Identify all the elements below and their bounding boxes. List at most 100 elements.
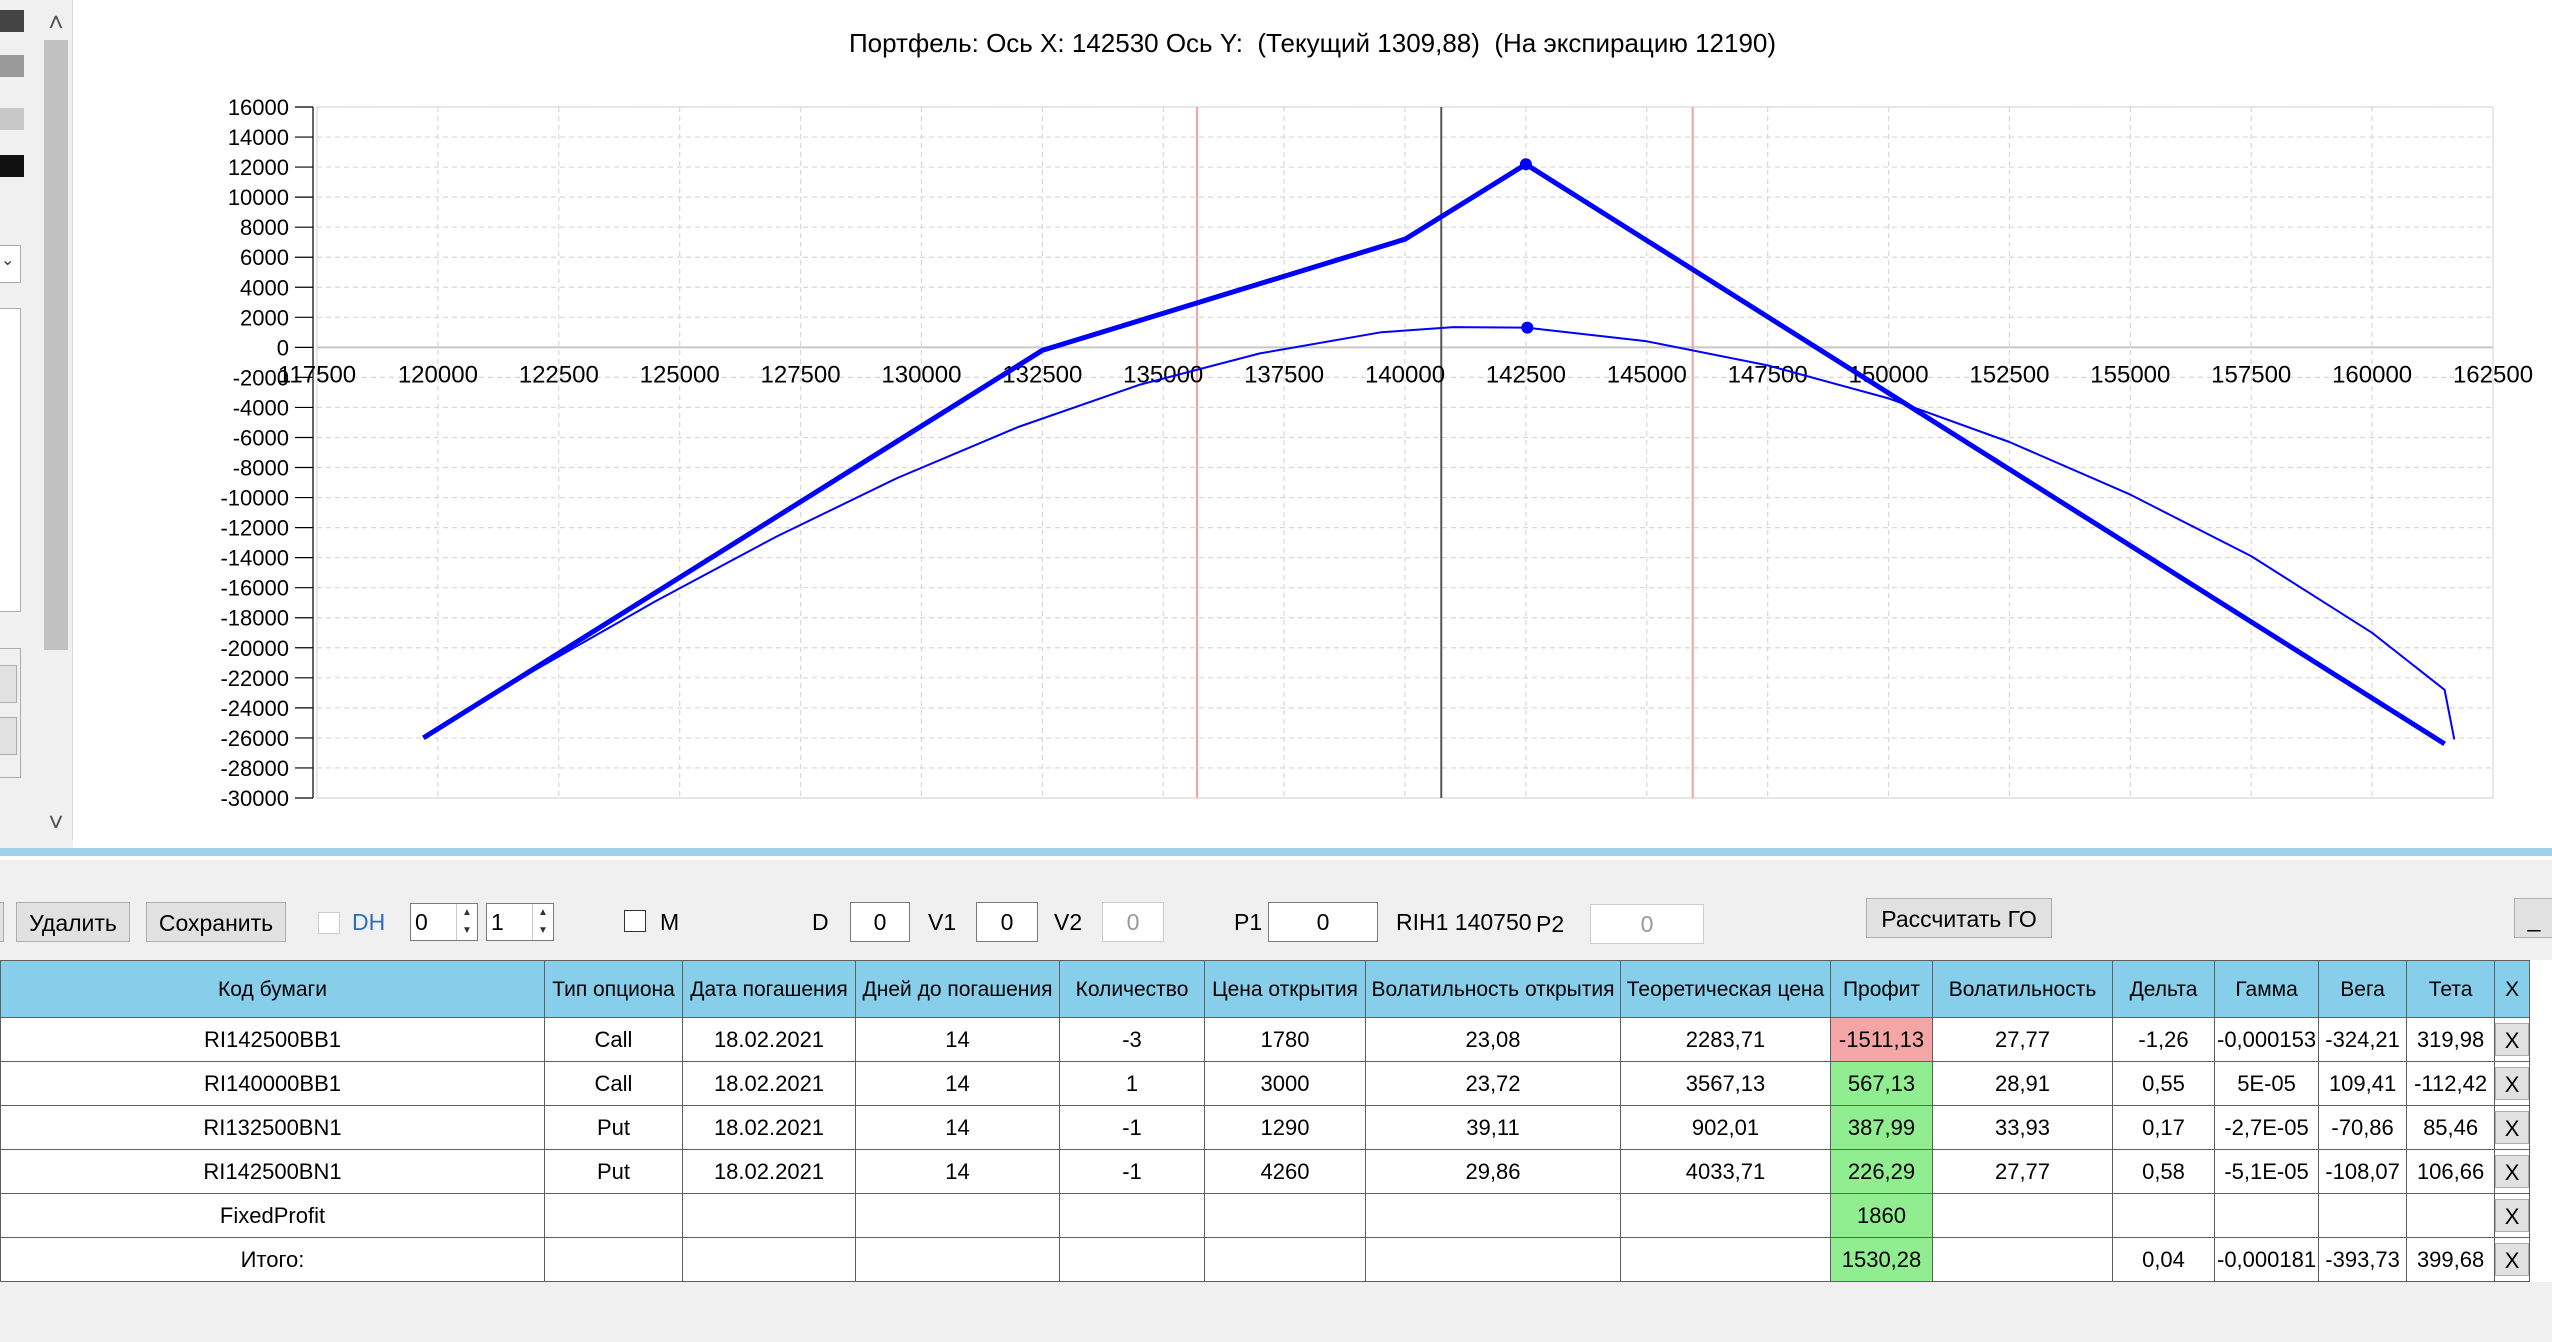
col-theoretical-price-cell[interactable] bbox=[1620, 1193, 1831, 1238]
col-theoretical-price-cell[interactable]: 4033,71 bbox=[1620, 1149, 1831, 1194]
color-swatch[interactable] bbox=[0, 55, 24, 77]
col-days-to-expiry-cell[interactable]: 14 bbox=[855, 1105, 1060, 1150]
col-days-to-expiry-cell[interactable] bbox=[855, 1193, 1060, 1238]
col-theta-header[interactable]: Тета bbox=[2406, 960, 2496, 1018]
col-theoretical-price-cell[interactable] bbox=[1620, 1237, 1831, 1282]
col-delta-cell[interactable]: -1,26 bbox=[2112, 1017, 2215, 1062]
col-vega-header[interactable]: Вега bbox=[2318, 960, 2408, 1018]
p1-input[interactable]: 0 bbox=[1268, 902, 1378, 942]
col-remove-header[interactable]: X bbox=[2494, 960, 2531, 1018]
col-expiry-date-cell[interactable]: 18.02.2021 bbox=[682, 1017, 856, 1062]
spin-up-icon[interactable]: ▲ bbox=[462, 907, 472, 918]
col-theta-cell[interactable]: 106,66 bbox=[2406, 1149, 2496, 1194]
col-theta-cell[interactable]: 85,46 bbox=[2406, 1105, 2496, 1150]
col-expiry-date-cell[interactable]: 18.02.2021 bbox=[682, 1105, 856, 1150]
col-theoretical-price-header[interactable]: Теоретическая цена bbox=[1620, 960, 1831, 1018]
table-row[interactable]: RI142500BB1 Call 18.02.2021 14 -3 1780 23,08 22… bbox=[0, 1017, 2531, 1062]
col-vega-cell[interactable]: -324,21 bbox=[2318, 1017, 2408, 1062]
calc-go-button[interactable]: Рассчитать ГО bbox=[1866, 898, 2052, 938]
scrollbar-thumb[interactable] bbox=[44, 40, 68, 650]
col-theta-cell[interactable]: 319,98 bbox=[2406, 1017, 2496, 1062]
col-gamma-cell[interactable]: 5E-05 bbox=[2213, 1061, 2320, 1106]
payoff-chart[interactable]: 16000 14000 12000 10000 8000 6000 4000 2000 0 -20… bbox=[73, 0, 2552, 848]
col-open-price-cell[interactable]: 3000 bbox=[1204, 1061, 1366, 1106]
spin-up-icon[interactable]: ▲ bbox=[538, 907, 548, 918]
remove-row-button[interactable]: X bbox=[2495, 1067, 2529, 1100]
left-button[interactable] bbox=[0, 717, 17, 755]
col-delta-cell[interactable]: 0,17 bbox=[2112, 1105, 2215, 1150]
col-open-volatility-cell[interactable] bbox=[1365, 1193, 1621, 1238]
col-gamma-cell[interactable]: -5,1E-05 bbox=[2213, 1149, 2320, 1194]
col-quantity-cell[interactable] bbox=[1059, 1193, 1205, 1238]
color-swatch[interactable] bbox=[0, 108, 24, 130]
col-volatility-header[interactable]: Волатильность bbox=[1932, 960, 2113, 1018]
col-theta-cell[interactable]: 399,68 bbox=[2406, 1237, 2496, 1282]
col-volatility-cell[interactable]: 27,77 bbox=[1932, 1017, 2113, 1062]
col-theta-cell[interactable] bbox=[2406, 1193, 2496, 1238]
col-open-price-cell[interactable]: 1780 bbox=[1204, 1017, 1366, 1062]
col-option-type-cell[interactable] bbox=[544, 1237, 683, 1282]
p2-input[interactable]: 0 bbox=[1590, 904, 1704, 944]
col-days-to-expiry-header[interactable]: Дней до погашения bbox=[855, 960, 1060, 1018]
col-theoretical-price-cell[interactable]: 3567,13 bbox=[1620, 1061, 1831, 1106]
col-open-volatility-cell[interactable]: 23,08 bbox=[1365, 1017, 1621, 1062]
col-volatility-cell[interactable] bbox=[1932, 1237, 2113, 1282]
spin-down-icon[interactable]: ▼ bbox=[538, 925, 548, 936]
col-days-to-expiry-cell[interactable]: 14 bbox=[855, 1017, 1060, 1062]
col-gamma-header[interactable]: Гамма bbox=[2213, 960, 2320, 1018]
chevron-down-icon[interactable]: ˅ bbox=[48, 807, 64, 837]
col-code-cell[interactable]: RI142500BB1 bbox=[0, 1017, 545, 1062]
col-code-cell[interactable]: RI132500BN1 bbox=[0, 1105, 545, 1150]
col-theoretical-price-cell[interactable]: 2283,71 bbox=[1620, 1017, 1831, 1062]
col-expiry-date-cell[interactable] bbox=[682, 1237, 856, 1282]
col-open-volatility-cell[interactable]: 39,11 bbox=[1365, 1105, 1621, 1150]
table-row[interactable]: RI132500BN1 Put 18.02.2021 14 -1 1290 39,11 902… bbox=[0, 1105, 2531, 1150]
col-gamma-cell[interactable]: -0,000153 bbox=[2213, 1017, 2320, 1062]
col-volatility-cell[interactable]: 27,77 bbox=[1932, 1149, 2113, 1194]
col-quantity-cell[interactable]: 1 bbox=[1059, 1061, 1205, 1106]
col-quantity-cell[interactable] bbox=[1059, 1237, 1205, 1282]
col-option-type-header[interactable]: Тип опциона bbox=[544, 960, 683, 1018]
color-swatch[interactable] bbox=[0, 155, 24, 177]
remove-row-button[interactable]: X bbox=[2495, 1023, 2529, 1056]
chevron-up-icon[interactable]: ˄ bbox=[48, 7, 64, 37]
table-row[interactable]: Итого: 1530,28 0,04 -0,000181 -393,73 399,68 X bbox=[0, 1237, 2531, 1282]
col-theoretical-price-cell[interactable]: 902,01 bbox=[1620, 1105, 1831, 1150]
col-vega-cell[interactable]: -70,86 bbox=[2318, 1105, 2408, 1150]
col-profit-cell[interactable]: 226,29 bbox=[1830, 1149, 1933, 1194]
left-dropdown[interactable]: ⌄ bbox=[0, 245, 21, 283]
splitter[interactable] bbox=[0, 848, 2552, 856]
color-swatch[interactable] bbox=[0, 10, 24, 32]
remove-row-button[interactable]: X bbox=[2495, 1111, 2529, 1144]
col-profit-cell[interactable]: 387,99 bbox=[1830, 1105, 1933, 1150]
col-option-type-cell[interactable] bbox=[544, 1193, 683, 1238]
v1-input[interactable]: 0 bbox=[976, 902, 1038, 942]
col-open-price-cell[interactable]: 1290 bbox=[1204, 1105, 1366, 1150]
col-gamma-cell[interactable] bbox=[2213, 1193, 2320, 1238]
spinner-2[interactable]: 1 ▲ ▼ bbox=[486, 903, 554, 941]
col-delta-cell[interactable] bbox=[2112, 1193, 2215, 1238]
col-open-volatility-header[interactable]: Волатильность открытия bbox=[1365, 960, 1621, 1018]
delete-button[interactable]: Удалить bbox=[16, 902, 130, 942]
col-delta-cell[interactable]: 0,04 bbox=[2112, 1237, 2215, 1282]
minimize-button[interactable]: _ bbox=[2514, 898, 2552, 938]
col-gamma-cell[interactable]: -0,000181 bbox=[2213, 1237, 2320, 1282]
col-code-cell[interactable]: Итого: bbox=[0, 1237, 545, 1282]
left-list[interactable] bbox=[0, 308, 21, 612]
col-code-cell[interactable]: RI140000BB1 bbox=[0, 1061, 545, 1106]
save-button[interactable]: Сохранить bbox=[146, 902, 286, 942]
col-open-volatility-cell[interactable] bbox=[1365, 1237, 1621, 1282]
col-days-to-expiry-cell[interactable] bbox=[855, 1237, 1060, 1282]
col-profit-header[interactable]: Профит bbox=[1830, 960, 1933, 1018]
hidden-button[interactable] bbox=[0, 902, 4, 942]
col-code-cell[interactable]: FixedProfit bbox=[0, 1193, 545, 1238]
col-option-type-cell[interactable]: Put bbox=[544, 1105, 683, 1150]
col-volatility-cell[interactable]: 28,91 bbox=[1932, 1061, 2113, 1106]
col-volatility-cell[interactable]: 33,93 bbox=[1932, 1105, 2113, 1150]
col-delta-cell[interactable]: 0,58 bbox=[2112, 1149, 2215, 1194]
left-scrollbar[interactable]: ˄ ˅ bbox=[40, 0, 72, 840]
col-code-cell[interactable]: RI142500BN1 bbox=[0, 1149, 545, 1194]
col-open-price-cell[interactable]: 4260 bbox=[1204, 1149, 1366, 1194]
col-profit-cell[interactable]: 1530,28 bbox=[1830, 1237, 1933, 1282]
remove-row-button[interactable]: X bbox=[2495, 1199, 2529, 1232]
